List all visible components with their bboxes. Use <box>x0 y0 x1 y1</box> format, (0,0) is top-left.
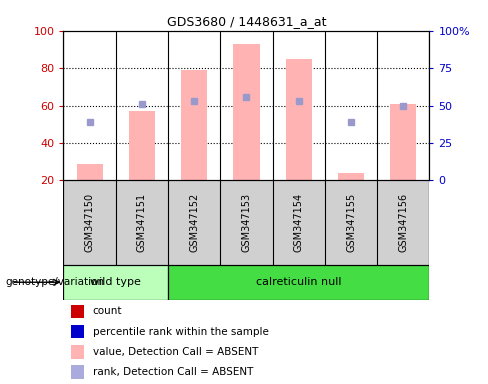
Text: wild type: wild type <box>90 277 141 287</box>
Bar <box>71 366 83 379</box>
Text: GSM347154: GSM347154 <box>294 193 304 252</box>
Text: GSM347152: GSM347152 <box>189 193 199 252</box>
Text: count: count <box>93 306 122 316</box>
Text: GSM347156: GSM347156 <box>398 193 408 252</box>
Text: GSM347150: GSM347150 <box>84 193 95 252</box>
Text: percentile rank within the sample: percentile rank within the sample <box>93 327 268 337</box>
Text: GSM347153: GSM347153 <box>242 193 251 252</box>
Text: genotype/variation: genotype/variation <box>5 277 104 287</box>
Bar <box>63 265 168 300</box>
Bar <box>285 59 312 180</box>
Bar <box>338 173 364 180</box>
Bar <box>129 111 155 180</box>
Bar <box>168 265 429 300</box>
Text: GSM347151: GSM347151 <box>137 193 147 252</box>
Text: value, Detection Call = ABSENT: value, Detection Call = ABSENT <box>93 347 258 357</box>
Bar <box>71 305 83 318</box>
Bar <box>71 325 83 338</box>
Bar <box>390 104 416 180</box>
Bar <box>77 164 102 180</box>
Text: rank, Detection Call = ABSENT: rank, Detection Call = ABSENT <box>93 367 253 377</box>
Text: GSM347155: GSM347155 <box>346 193 356 252</box>
Bar <box>71 345 83 359</box>
Bar <box>181 70 207 180</box>
Title: GDS3680 / 1448631_a_at: GDS3680 / 1448631_a_at <box>167 15 326 28</box>
Text: calreticulin null: calreticulin null <box>256 277 342 287</box>
Bar <box>233 44 260 180</box>
